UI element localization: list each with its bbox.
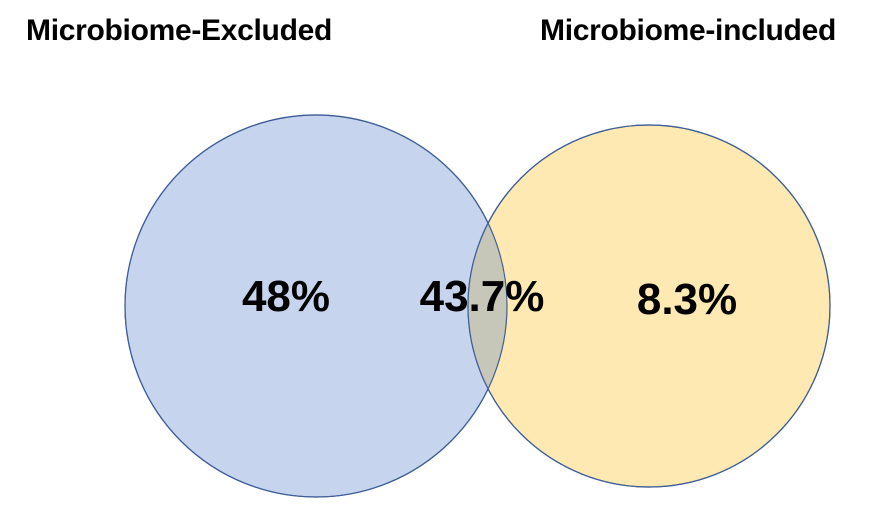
set-right-outline [467, 124, 831, 488]
set-left-outline [124, 114, 508, 498]
overlap-value: 43.7% [420, 272, 545, 321]
left-only-value: 48% [242, 272, 330, 321]
right-only-value: 8.3% [637, 275, 737, 324]
set-right-title: Microbiome-included [540, 14, 836, 47]
set-left-title: Microbiome-Excluded [26, 14, 333, 47]
